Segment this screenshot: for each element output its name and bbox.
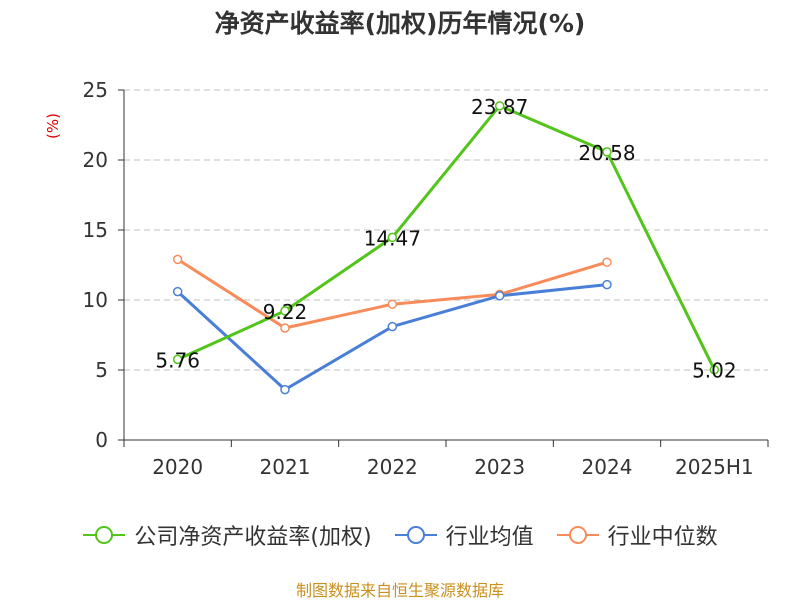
- y-tick-label: 25: [83, 78, 108, 102]
- legend-item-company-roe[interactable]: 公司净资产收益率(加权): [82, 519, 372, 551]
- y-tick-label: 15: [83, 218, 108, 242]
- legend-line-marker-icon: [556, 526, 599, 544]
- x-tick-label: 2023: [474, 455, 525, 479]
- legend-line-marker-icon: [394, 526, 437, 544]
- data-point: [172, 254, 183, 265]
- y-tick-label: 0: [95, 428, 108, 452]
- data-label: 20.58: [578, 141, 635, 165]
- data-point: [602, 279, 612, 290]
- data-point: [602, 257, 612, 267]
- data-point: [709, 364, 720, 375]
- legend-label-industry-average: 行业均值: [445, 525, 534, 550]
- x-tick-label: 2020: [152, 455, 203, 479]
- data-point: [494, 291, 505, 301]
- legend-item-industry-average[interactable]: 行业均值: [394, 519, 534, 551]
- data-label: 5.02: [692, 359, 737, 383]
- chart-title: 净资产收益率(加权)历年情况(%): [214, 9, 586, 38]
- legend-label-company-roe: 公司净资产收益率(加权): [134, 525, 372, 550]
- chart-legend: 公司净资产收益率(加权) 行业均值 行业中位数: [0, 519, 800, 551]
- x-tick-label: 2024: [582, 455, 633, 479]
- y-tick-label: 20: [83, 148, 108, 172]
- legend-item-industry-median[interactable]: 行业中位数: [556, 519, 718, 551]
- data-label: 23.87: [471, 95, 528, 119]
- data-point: [387, 321, 398, 332]
- series-line: [176, 258, 608, 330]
- data-point: [280, 306, 290, 316]
- series-line: [177, 104, 716, 371]
- data-point: [602, 147, 612, 157]
- data-label: 5.76: [155, 348, 200, 372]
- data-label: 9.22: [263, 300, 308, 324]
- data-point: [387, 232, 398, 243]
- data-point: [387, 299, 398, 309]
- x-tick-label: 2021: [260, 455, 311, 479]
- legend-label-industry-median: 行业中位数: [607, 525, 718, 550]
- data-point: [494, 101, 505, 111]
- x-tick-label: 2025H1: [675, 455, 754, 479]
- data-label: 14.47: [364, 226, 421, 250]
- y-tick-label: 5: [95, 358, 108, 382]
- data-point: [280, 323, 290, 333]
- source-note: 制图数据来自恒生聚源数据库: [295, 581, 504, 600]
- x-tick-label: 2022: [367, 455, 418, 479]
- data-point: [172, 354, 183, 365]
- data-point: [280, 384, 290, 395]
- data-point: [172, 286, 183, 297]
- legend-line-marker-icon: [83, 526, 126, 544]
- y-tick-label: 10: [83, 288, 108, 312]
